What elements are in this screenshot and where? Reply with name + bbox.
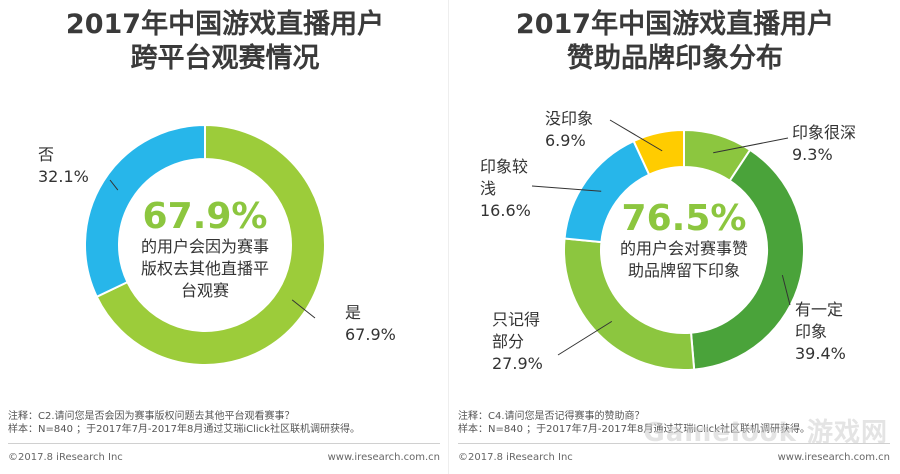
right-leader-line-5 — [609, 119, 663, 152]
right-value-label-3: 27.9% — [492, 354, 543, 373]
panel-divider — [448, 0, 449, 474]
left-slice-1 — [95, 123, 326, 366]
right-slice-2 — [689, 148, 805, 371]
right-title-line1: 2017年中国游戏直播用户 — [515, 9, 835, 40]
right-panel: 2017年中国游戏直播用户 赞助品牌印象分布 印象很深 9.3% 有一定印象 39.4… — [450, 0, 900, 474]
right-copyright: ©2017.8 iResearch Inc — [458, 452, 573, 463]
left-category-label-1: 是 — [345, 303, 361, 322]
left-footnote: 注释：C2.请问您是否会因为赛事版权问题去其他平台观看赛事？ 样本：N=840 … — [8, 410, 438, 436]
right-title-line2: 赞助品牌印象分布 — [567, 43, 783, 74]
right-value-label-5: 6.9% — [545, 131, 586, 150]
right-value-label-1: 9.3% — [792, 145, 833, 164]
right-leader-line-1 — [713, 137, 789, 154]
right-category-label-3: 只记得 — [492, 310, 540, 329]
right-leader-line-2 — [781, 274, 791, 306]
left-slice-2 — [84, 123, 206, 299]
left-center-text-3: 台观赛 — [181, 281, 229, 300]
right-center-text-1: 的用户会对赛事赞 — [620, 239, 748, 258]
right-value-label-2: 39.4% — [795, 344, 846, 363]
right-category-label-2: 有一定 — [795, 300, 843, 319]
left-panel: 2017年中国游戏直播用户 跨平台观赛情况 是 67.9% 否 32.1% 67.9%… — [0, 8, 450, 463]
right-slice-3 — [563, 237, 696, 371]
right-category-label-4: 浅 — [480, 179, 496, 198]
left-title-line1: 2017年中国游戏直播用户 — [65, 9, 385, 40]
right-category-label-2: 印象 — [795, 322, 827, 341]
right-website: www.iresearch.com.cn — [777, 452, 890, 463]
left-copyright: ©2017.8 iResearch Inc — [8, 452, 123, 463]
left-center-text-2: 版权去其他直播平 — [141, 259, 269, 278]
right-leader-line-4 — [531, 185, 602, 192]
right-footnote-line2: 样本：N=840 ；于2017年7月-2017年8月通过艾瑞iClick社区联机… — [458, 424, 810, 435]
left-value-label-1: 67.9% — [345, 325, 396, 344]
left-chart-title: 2017年中国游戏直播用户 跨平台观赛情况 — [0, 8, 450, 76]
left-center-value: 67.9% — [143, 196, 268, 237]
left-title-line2: 跨平台观赛情况 — [130, 43, 320, 74]
left-footer-rule — [8, 443, 440, 444]
right-footnote-line1: 注释：C4.请问您是否记得赛事的赞助商？ — [458, 411, 645, 422]
right-center-text-2: 助品牌留下印象 — [628, 261, 740, 280]
left-category-label-2: 否 — [38, 145, 54, 164]
right-category-label-1: 印象很深 — [792, 123, 856, 142]
left-footnote-line1: 注释：C2.请问您是否会因为赛事版权问题去其他平台观看赛事？ — [8, 411, 295, 422]
left-leader-line-2 — [109, 179, 119, 191]
left-footnote-line2: 样本：N=840 ；于2017年7月-2017年8月通过艾瑞iClick社区联机… — [8, 424, 360, 435]
left-leader-line-1 — [291, 299, 316, 319]
right-chart-title: 2017年中国游戏直播用户 赞助品牌印象分布 — [450, 8, 900, 76]
right-category-label-5: 没印象 — [545, 109, 593, 128]
right-value-label-4: 16.6% — [480, 201, 531, 220]
left-center-text-1: 的用户会因为赛事 — [141, 237, 269, 256]
right-leader-line-3 — [557, 320, 613, 356]
right-footnote: 注释：C4.请问您是否记得赛事的赞助商？ 样本：N=840 ；于2017年7月-… — [458, 410, 888, 436]
right-footer-rule — [458, 443, 890, 444]
right-center-value: 76.5% — [622, 198, 747, 239]
left-value-label-2: 32.1% — [38, 167, 89, 186]
left-website: www.iresearch.com.cn — [327, 452, 440, 463]
right-category-label-4: 印象较 — [480, 157, 528, 176]
left-donut-chart: 是 67.9% 否 32.1% 67.9% 的用户会因为赛事 版权去其他直播平 台观赛 — [38, 123, 396, 366]
right-category-label-3: 部分 — [492, 332, 524, 351]
